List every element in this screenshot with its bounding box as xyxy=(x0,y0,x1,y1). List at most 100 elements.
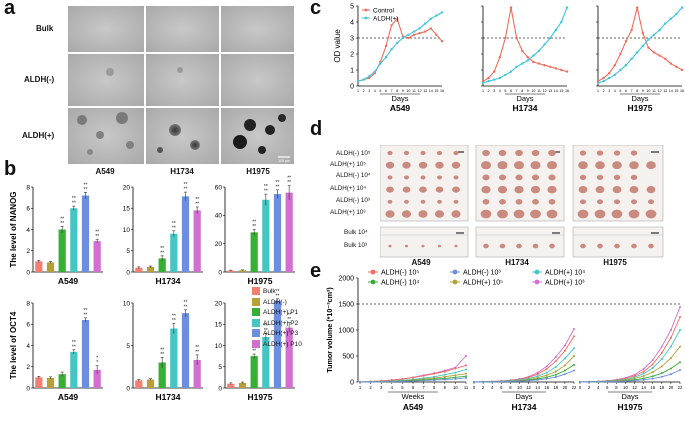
data-point xyxy=(651,359,654,362)
x-tick-label: 10 xyxy=(531,89,535,93)
spheroid xyxy=(265,125,275,135)
x-tick-label: 5 xyxy=(379,89,381,93)
x-tick-label: 8 xyxy=(636,89,638,93)
x-tick-label: 4 xyxy=(391,385,394,390)
x-tick-label: 16 xyxy=(544,385,549,390)
data-point xyxy=(440,40,444,43)
series-line xyxy=(473,370,575,383)
tumor xyxy=(531,174,540,181)
legend-label: ALDH(-) xyxy=(263,298,287,306)
tumor-photo xyxy=(572,145,664,222)
tumor xyxy=(437,175,442,180)
data-point xyxy=(435,14,438,17)
data-point xyxy=(669,62,672,65)
data-point xyxy=(465,372,467,375)
data-point xyxy=(500,380,503,383)
data-point xyxy=(560,68,563,72)
data-point xyxy=(481,81,485,85)
data-point xyxy=(573,363,575,366)
legend-item: ALDH(+) P1 xyxy=(252,308,302,319)
legend-label: ALDH(+) xyxy=(373,15,398,22)
scale-bar-label: 100 μm xyxy=(278,159,290,163)
bar xyxy=(70,351,78,388)
significance-label: ** xyxy=(287,176,291,182)
data-point xyxy=(563,364,566,367)
chart-title: H1734 xyxy=(511,402,536,412)
bar xyxy=(170,328,178,388)
bar xyxy=(81,195,90,272)
data-point xyxy=(515,65,518,69)
x-tick-label: 2 xyxy=(588,385,591,390)
col-label-a549: A549 xyxy=(95,167,115,176)
data-point xyxy=(435,33,438,36)
data-point xyxy=(465,368,467,371)
data-point xyxy=(545,365,548,368)
x-tick-label: 10 xyxy=(453,385,458,390)
x-tick-label: 14 xyxy=(669,89,673,93)
tumor xyxy=(515,174,523,181)
series-line xyxy=(597,7,683,84)
data-point xyxy=(602,76,605,80)
tumor xyxy=(631,199,637,205)
tumor xyxy=(480,209,492,219)
data-point xyxy=(602,80,605,83)
data-point xyxy=(515,36,518,40)
significance-label: ** xyxy=(184,304,188,310)
data-point xyxy=(384,56,388,59)
data-point xyxy=(554,376,557,379)
data-point xyxy=(596,81,600,85)
y-axis-label: OD value xyxy=(333,29,342,63)
data-point xyxy=(543,63,546,67)
x-tick-label: 2 xyxy=(369,385,372,390)
significance-label: ** xyxy=(160,246,164,252)
data-point xyxy=(509,70,513,73)
significance-label: ** xyxy=(84,308,88,314)
y-tick-label: 40 xyxy=(215,213,223,220)
data-point xyxy=(545,374,548,377)
significance-label: ** xyxy=(160,347,164,353)
bulk-photo xyxy=(380,226,469,258)
x-tick-label: 14 xyxy=(429,89,433,93)
tumor xyxy=(594,209,606,219)
x-axis-label: Days xyxy=(631,94,648,103)
col-label-h1975: H1975 xyxy=(246,167,270,176)
significance-label: * xyxy=(96,360,98,366)
y-tick-label: 10 xyxy=(123,300,131,307)
data-point xyxy=(521,49,524,52)
tumor xyxy=(596,174,604,181)
x-tick-label: 13 xyxy=(423,89,427,93)
chart-title: H1975 xyxy=(247,392,272,402)
x-tick-label: 8 xyxy=(521,89,523,93)
panel-letter-c: c xyxy=(310,0,322,19)
data-point xyxy=(641,32,644,35)
data-point xyxy=(429,27,432,30)
tumor xyxy=(499,199,506,205)
tumor xyxy=(418,210,428,218)
data-point xyxy=(679,316,681,318)
data-point xyxy=(518,380,521,383)
legend-label: ALDH(+) P2 xyxy=(263,319,299,327)
data-point xyxy=(554,356,557,359)
data-point xyxy=(373,70,376,73)
data-point xyxy=(651,377,654,380)
x-tick-label: 9 xyxy=(402,89,404,93)
data-point xyxy=(549,65,552,69)
bulk-photo xyxy=(572,226,664,258)
data-point xyxy=(493,78,496,81)
data-point xyxy=(465,376,467,379)
x-tick-label: 15 xyxy=(559,89,563,93)
legend-swatch xyxy=(252,297,260,306)
legend-label: ALDH(+) 10⁴ xyxy=(545,269,585,276)
data-point xyxy=(565,70,569,73)
y-tick-label: 0 xyxy=(350,380,354,387)
tumor xyxy=(614,243,620,249)
legend-swatch xyxy=(252,287,260,296)
data-point xyxy=(390,24,393,27)
panel-letter-e: e xyxy=(310,260,322,282)
significance-label: ** xyxy=(60,216,64,222)
legend-label: ALDH(-) 10³ xyxy=(463,269,501,276)
x-tick-label: 20 xyxy=(669,385,674,390)
tumor xyxy=(418,161,428,169)
